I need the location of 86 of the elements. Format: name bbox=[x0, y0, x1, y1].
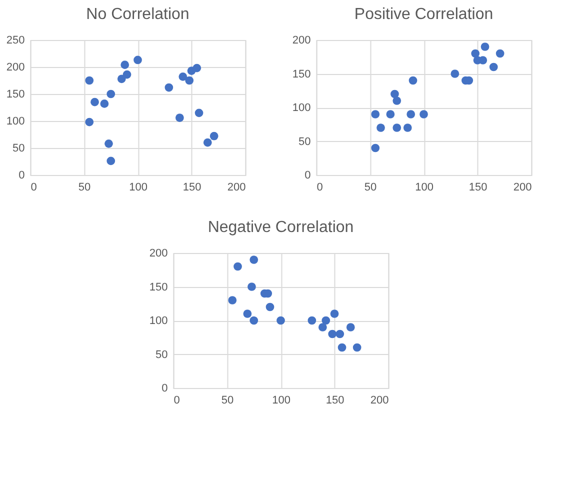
point bbox=[328, 330, 337, 338]
point bbox=[406, 110, 416, 118]
point bbox=[308, 316, 316, 325]
point bbox=[390, 90, 399, 98]
point bbox=[104, 140, 113, 148]
point bbox=[192, 64, 202, 72]
x-tick-label: 100 bbox=[415, 182, 434, 194]
point bbox=[228, 296, 237, 304]
y-tick-label: 50 bbox=[12, 142, 25, 154]
point bbox=[318, 323, 327, 332]
point bbox=[471, 49, 480, 58]
point bbox=[134, 56, 142, 64]
point bbox=[117, 74, 126, 84]
y-tick-label: 100 bbox=[6, 116, 25, 128]
point bbox=[392, 96, 402, 105]
x-tick-label: 150 bbox=[326, 394, 344, 406]
x-tick-label: 150 bbox=[468, 182, 488, 194]
y-tick-label: 100 bbox=[292, 102, 311, 114]
point bbox=[403, 124, 412, 132]
point bbox=[489, 62, 498, 72]
point bbox=[164, 83, 174, 92]
point bbox=[250, 316, 258, 325]
point bbox=[185, 76, 194, 85]
y-tick-label: 250 bbox=[6, 34, 25, 46]
point bbox=[371, 110, 380, 118]
y-tick-label: 200 bbox=[149, 248, 168, 260]
x-tick-label: 50 bbox=[364, 182, 377, 194]
point bbox=[371, 144, 380, 152]
point bbox=[203, 138, 212, 147]
point bbox=[450, 70, 460, 78]
point bbox=[250, 256, 258, 264]
y-tick-label: 200 bbox=[6, 62, 25, 74]
point bbox=[376, 124, 385, 132]
point bbox=[338, 343, 346, 352]
point bbox=[330, 310, 339, 318]
point bbox=[248, 282, 256, 291]
point bbox=[210, 132, 218, 140]
point bbox=[408, 76, 418, 85]
point bbox=[496, 49, 504, 58]
y-tick-label: 0 bbox=[304, 170, 311, 182]
point bbox=[346, 323, 355, 332]
x-tick-label: 200 bbox=[513, 182, 532, 194]
x-tick-label: 150 bbox=[182, 182, 202, 194]
y-tick-label: 50 bbox=[298, 136, 311, 148]
point bbox=[243, 310, 252, 318]
y-tick-label: 150 bbox=[6, 88, 25, 100]
point bbox=[90, 98, 99, 106]
point bbox=[106, 90, 116, 98]
y-tick-label: 200 bbox=[292, 34, 311, 46]
x-tick-label: 50 bbox=[78, 182, 91, 194]
point bbox=[336, 330, 344, 338]
point bbox=[392, 124, 402, 132]
x-tick-label: 200 bbox=[227, 182, 246, 194]
x-tick-label: 0 bbox=[174, 394, 180, 406]
point bbox=[85, 76, 94, 85]
point bbox=[420, 110, 428, 118]
point bbox=[178, 72, 188, 81]
y-tick-label: 50 bbox=[156, 348, 168, 361]
point bbox=[122, 70, 132, 79]
x-tick-label: 200 bbox=[370, 394, 389, 406]
point bbox=[85, 118, 94, 126]
point bbox=[322, 316, 330, 325]
point bbox=[175, 114, 184, 122]
point bbox=[100, 100, 109, 108]
chart-title: No Correlation bbox=[86, 6, 190, 23]
y-tick-label: 100 bbox=[149, 315, 168, 327]
point bbox=[194, 108, 204, 118]
point bbox=[352, 343, 362, 352]
y-tick-label: 0 bbox=[18, 170, 25, 182]
x-tick-label: 100 bbox=[272, 394, 290, 406]
y-tick-label: 150 bbox=[292, 68, 311, 80]
point bbox=[386, 110, 395, 118]
y-tick-label: 150 bbox=[149, 281, 168, 294]
point bbox=[234, 262, 242, 271]
point bbox=[276, 316, 285, 325]
x-tick-label: 50 bbox=[221, 394, 234, 406]
chart-title: Negative Correlation bbox=[208, 219, 354, 236]
point bbox=[266, 302, 274, 312]
chart-title: Positive Correlation bbox=[354, 6, 494, 23]
point bbox=[480, 42, 490, 51]
point bbox=[120, 60, 130, 70]
y-tick-label: 0 bbox=[162, 382, 168, 394]
x-tick-label: 0 bbox=[316, 182, 323, 194]
x-tick-label: 0 bbox=[30, 182, 37, 194]
point bbox=[106, 156, 116, 166]
x-tick-label: 100 bbox=[129, 182, 148, 194]
